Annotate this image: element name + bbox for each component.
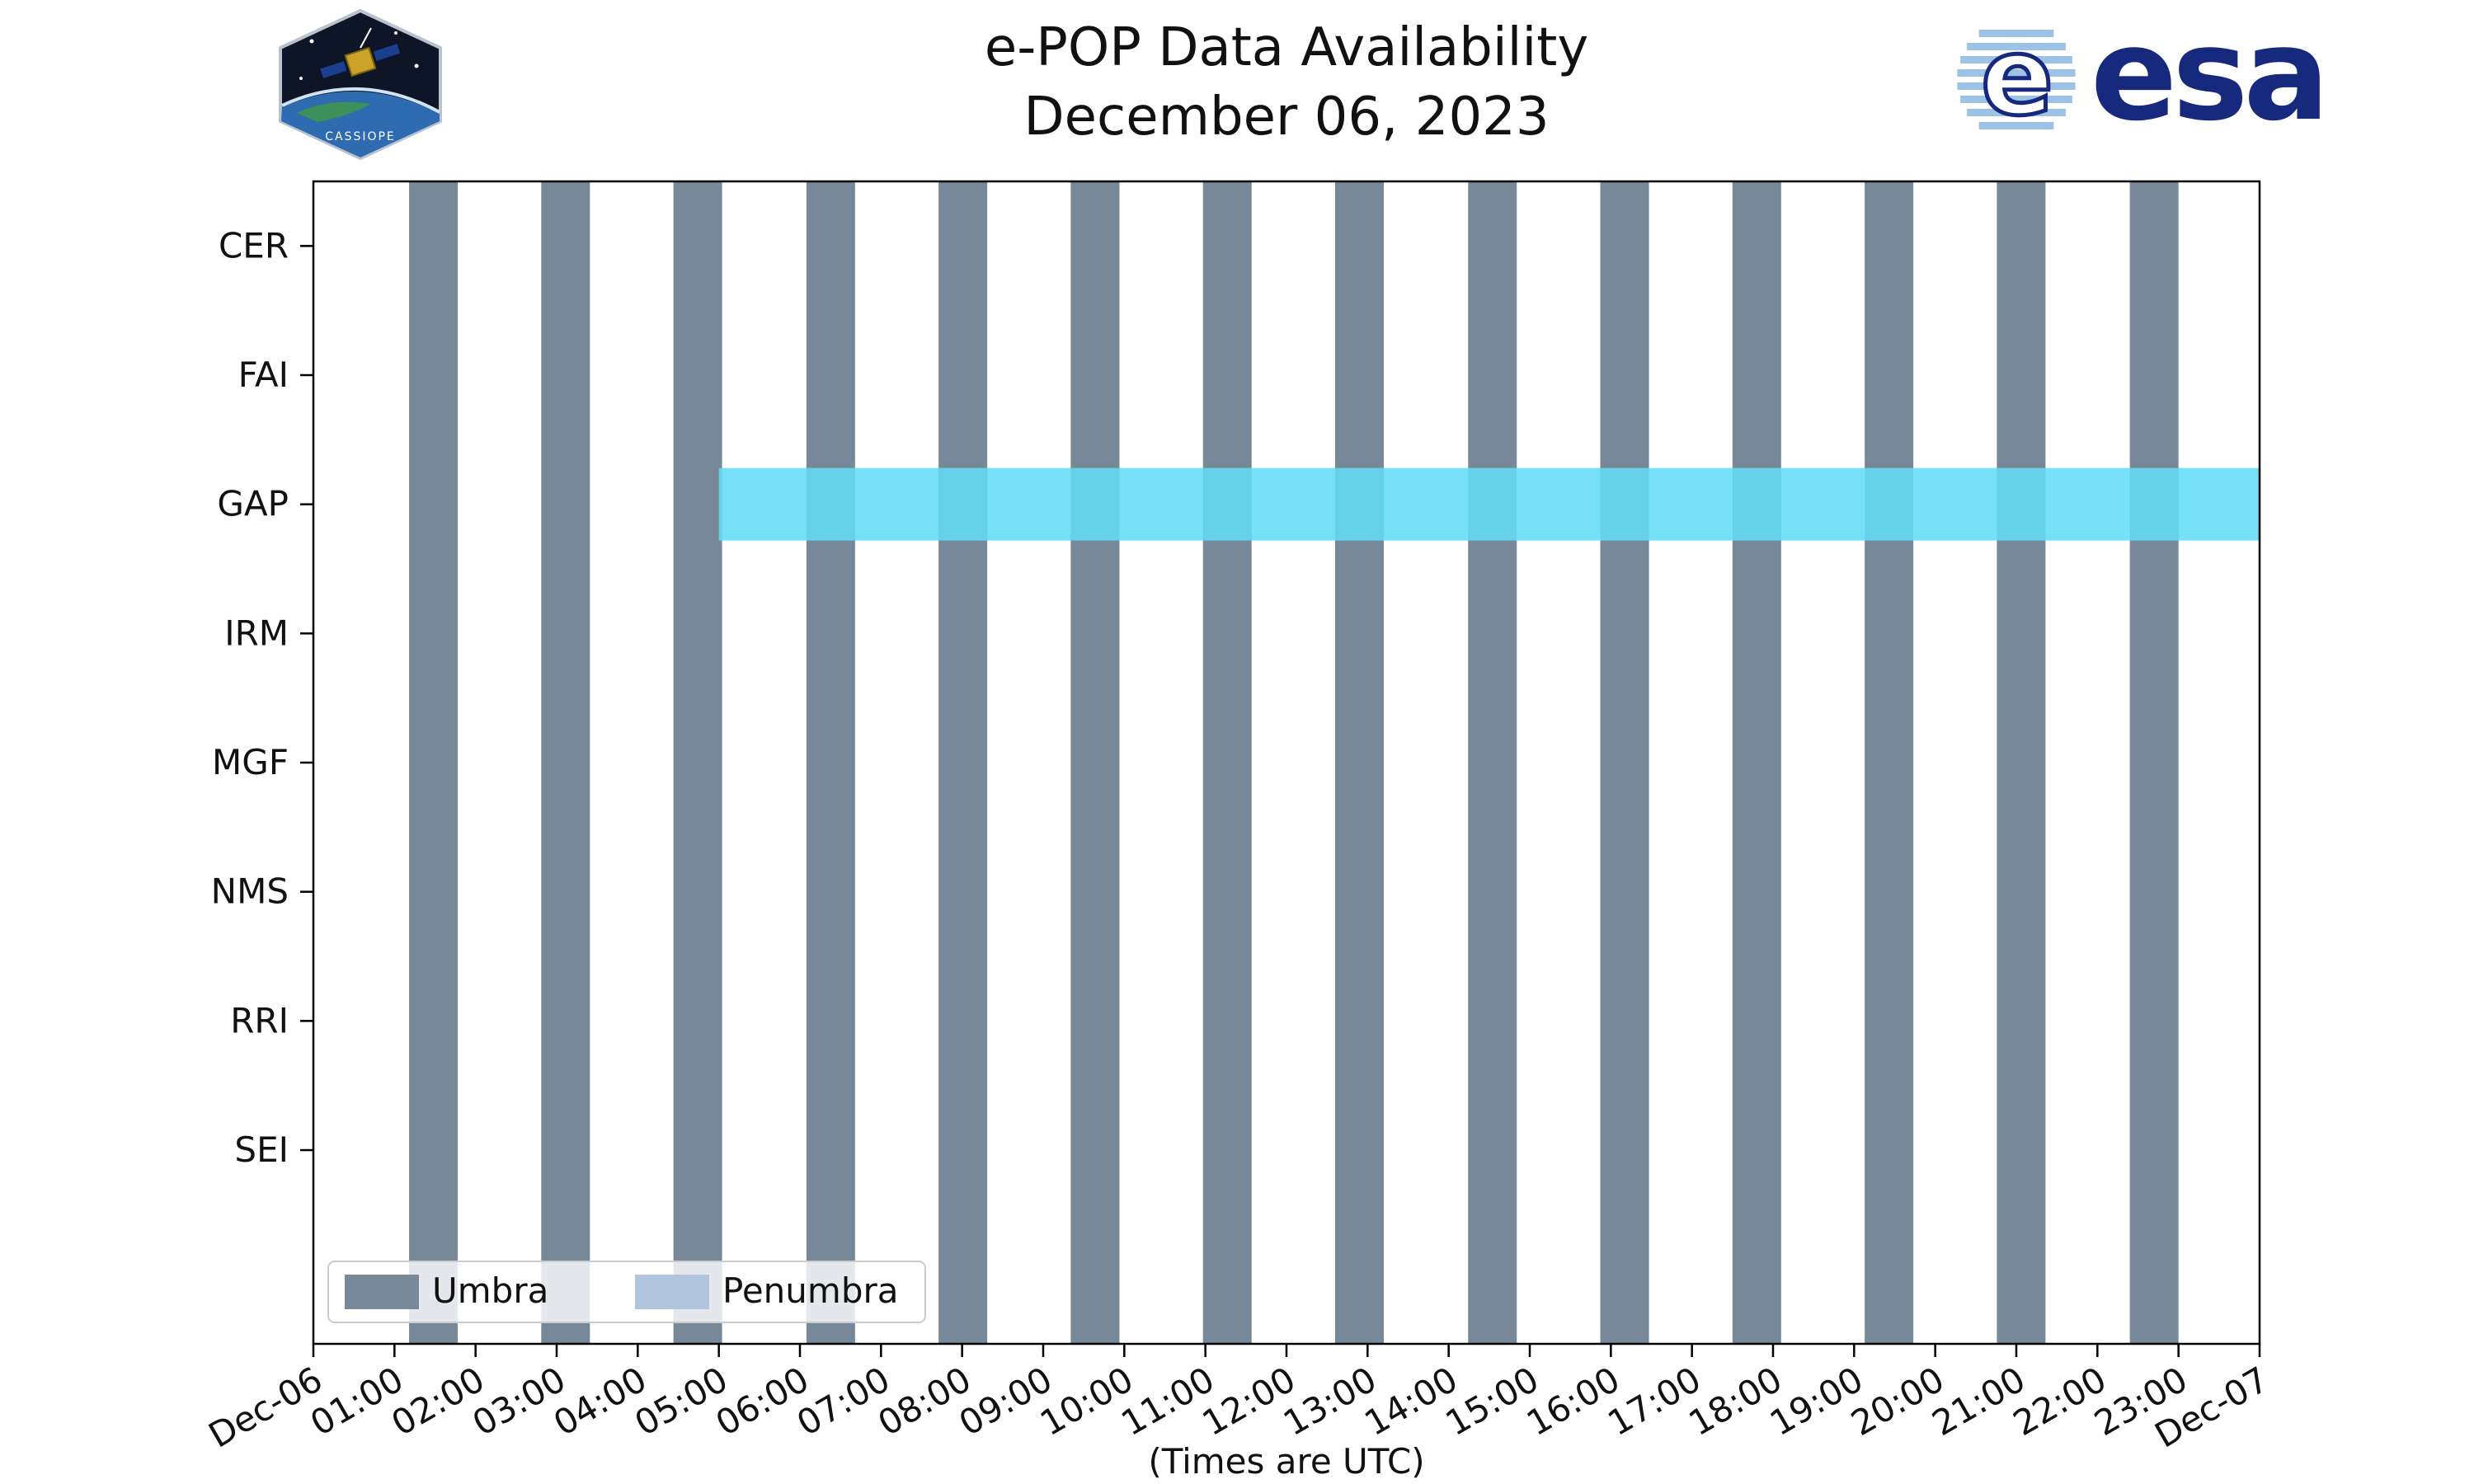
umbra-bar xyxy=(1335,181,1384,1344)
x-tick-label: 15:00 xyxy=(1439,1359,1545,1444)
esa-wordmark: esa xyxy=(2091,13,2325,149)
patch-atmosphere-arc xyxy=(281,87,440,114)
y-tick-label-mgf: MGF xyxy=(212,742,289,782)
x-tick-label: 09:00 xyxy=(952,1359,1059,1444)
esa-globe-icon: e xyxy=(1957,13,2076,142)
umbra-bar xyxy=(541,181,590,1344)
x-tick-label: 14:00 xyxy=(1357,1359,1464,1444)
x-tick-label: 19:00 xyxy=(1763,1359,1870,1444)
availability-band-gap xyxy=(718,467,2260,541)
y-tick-label-irm: IRM xyxy=(224,613,289,653)
umbra-bar xyxy=(1600,181,1649,1344)
x-tick-label: 10:00 xyxy=(1033,1359,1140,1444)
x-tick-label: 06:00 xyxy=(709,1359,816,1444)
patch-earth-landmass xyxy=(297,101,371,122)
y-tick-label-fai: FAI xyxy=(238,355,289,395)
y-tick-label-sei: SEI xyxy=(234,1129,289,1170)
chart-title: e-POP Data Availability xyxy=(984,17,1589,78)
x-tick-label: 11:00 xyxy=(1114,1359,1221,1444)
x-tick-label: 21:00 xyxy=(1926,1359,2032,1444)
umbra-bar xyxy=(1070,181,1120,1344)
patch-cassiope-label: CASSIOPE xyxy=(325,130,396,143)
x-tick-label: 12:00 xyxy=(1196,1359,1302,1444)
chart-title-block: e-POP Data Availability December 06, 202… xyxy=(99,13,2474,153)
y-tick-label-gap: GAP xyxy=(217,484,289,524)
x-tick-label: 04:00 xyxy=(547,1359,653,1444)
patch-satellite-icon xyxy=(320,27,401,78)
legend-swatch-umbra xyxy=(345,1275,419,1309)
umbra-bar xyxy=(409,181,459,1344)
x-tick-label: 03:00 xyxy=(466,1359,572,1444)
x-tick-label: 05:00 xyxy=(628,1359,734,1444)
svg-text:e: e xyxy=(1981,14,2053,139)
x-tick-label: 13:00 xyxy=(1277,1359,1383,1444)
legend-swatch-penumbra xyxy=(635,1275,709,1309)
umbra-bar xyxy=(673,181,722,1344)
umbra-bar xyxy=(1202,181,1252,1344)
x-tick-label: 01:00 xyxy=(303,1359,410,1444)
esa-logo: e esa xyxy=(1957,13,2330,149)
y-tick-label-cer: CER xyxy=(219,225,289,265)
chart-subtitle-date: December 06, 2023 xyxy=(1023,87,1550,148)
star-icon xyxy=(394,31,397,35)
x-axis-caption: (Times are UTC) xyxy=(1148,1441,1425,1482)
x-tick-label: 02:00 xyxy=(384,1359,491,1444)
x-tick-label: 08:00 xyxy=(871,1359,977,1444)
umbra-bar xyxy=(1865,181,1914,1344)
y-tick-label-nms: NMS xyxy=(211,871,289,912)
plot-frame xyxy=(312,180,2261,1345)
x-tick-label: 17:00 xyxy=(1601,1359,1707,1444)
umbra-bar xyxy=(806,181,855,1344)
x-tick-label: 07:00 xyxy=(790,1359,896,1444)
cassiope-mission-patch: CASSIOPE xyxy=(279,8,442,161)
x-tick-label: 20:00 xyxy=(1844,1359,1950,1444)
legend-label-penumbra: Penumbra xyxy=(722,1270,899,1311)
legend-box xyxy=(327,1261,926,1323)
y-tick-label-rri: RRI xyxy=(230,1000,289,1040)
legend-label-umbra: Umbra xyxy=(432,1270,548,1311)
umbra-bar xyxy=(938,181,988,1344)
star-icon xyxy=(299,77,303,80)
star-icon xyxy=(309,39,314,44)
x-tick-label: 18:00 xyxy=(1682,1359,1789,1444)
x-tick-label: 22:00 xyxy=(2006,1359,2113,1444)
umbra-bar xyxy=(1732,181,1781,1344)
umbra-bar xyxy=(1468,181,1517,1344)
star-icon xyxy=(414,63,419,68)
umbra-bar xyxy=(1997,181,2046,1344)
x-tick-label: 16:00 xyxy=(1520,1359,1626,1444)
umbra-bar xyxy=(2129,181,2179,1344)
